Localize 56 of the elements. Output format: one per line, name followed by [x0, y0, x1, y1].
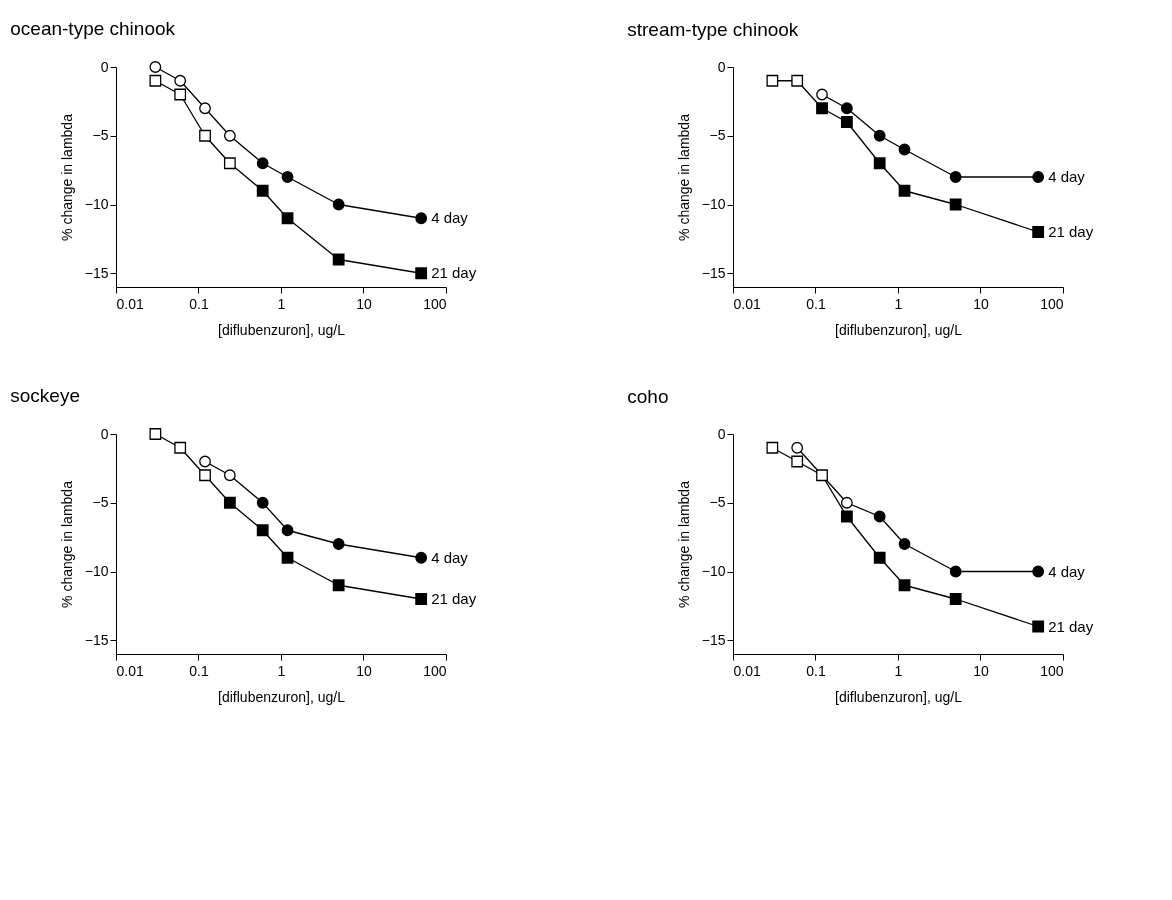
x-tick-label: 0.1	[806, 662, 826, 679]
x-tick-label: 10	[973, 295, 989, 312]
x-axis-title: [diflubenzuron], ug/L	[218, 321, 346, 338]
y-tick-label: −10	[84, 196, 109, 212]
x-tick-label: 100	[423, 295, 447, 312]
y-tick-label: −10	[701, 563, 726, 579]
x-tick-label: 100	[1040, 662, 1064, 679]
x-tick-label: 0.1	[189, 662, 209, 679]
x-axis-title: [diflubenzuron], ug/L	[835, 688, 963, 705]
x-tick-label: 1	[277, 295, 286, 312]
y-tick-label: −5	[709, 494, 726, 511]
chart-title: coho	[627, 386, 669, 407]
y-tick-label: −15	[701, 264, 726, 281]
x-tick-label: 0.01	[733, 295, 761, 312]
x-tick-label: 1	[894, 295, 903, 312]
x-tick-label: 0.1	[806, 295, 826, 312]
series-label: 4 day	[431, 209, 469, 227]
series-label: 4 day	[1048, 168, 1086, 185]
series-label: 21 day	[1048, 223, 1094, 240]
y-axis-title: % change in lambda	[58, 480, 75, 608]
y-tick-label: 0	[100, 58, 109, 75]
y-axis-title: % change in lambda	[675, 113, 692, 241]
x-tick-label: 100	[423, 662, 447, 679]
x-tick-label: 10	[356, 295, 372, 312]
series-label: 4 day	[1048, 562, 1086, 580]
y-axis-title: % change in lambda	[58, 113, 75, 241]
series-label: 21 day	[431, 590, 477, 607]
x-tick-label: 1	[894, 662, 903, 679]
y-tick-label: −5	[709, 127, 726, 144]
x-axis-title: [diflubenzuron], ug/L	[835, 321, 963, 338]
chart-title: stream-type chinook	[627, 19, 799, 40]
y-tick-label: −10	[84, 563, 109, 579]
x-tick-label: 0.1	[189, 295, 209, 312]
y-tick-label: 0	[100, 425, 109, 442]
x-tick-label: 0.01	[116, 662, 144, 679]
y-tick-label: −15	[701, 631, 726, 648]
y-tick-label: −5	[92, 494, 109, 511]
y-tick-label: −15	[84, 264, 109, 281]
x-tick-label: 0.01	[733, 662, 761, 679]
chart-title: ocean-type chinook	[10, 18, 176, 40]
series-label: 21 day	[431, 264, 477, 282]
y-tick-label: 0	[717, 58, 726, 75]
y-tick-label: −10	[701, 196, 726, 212]
x-tick-label: 0.01	[116, 295, 144, 312]
y-axis-title: % change in lambda	[675, 480, 692, 608]
x-tick-label: 10	[356, 662, 372, 679]
x-tick-label: 100	[1040, 295, 1064, 312]
x-tick-label: 10	[973, 662, 989, 679]
x-axis-title: [diflubenzuron], ug/L	[218, 688, 346, 705]
series-label: 21 day	[1048, 617, 1094, 635]
series-label: 4 day	[431, 548, 469, 566]
y-tick-label: −15	[84, 631, 109, 648]
y-tick-label: 0	[717, 425, 726, 442]
x-tick-label: 1	[277, 662, 286, 679]
chart-title: sockeye	[10, 385, 80, 407]
y-tick-label: −5	[92, 127, 109, 144]
